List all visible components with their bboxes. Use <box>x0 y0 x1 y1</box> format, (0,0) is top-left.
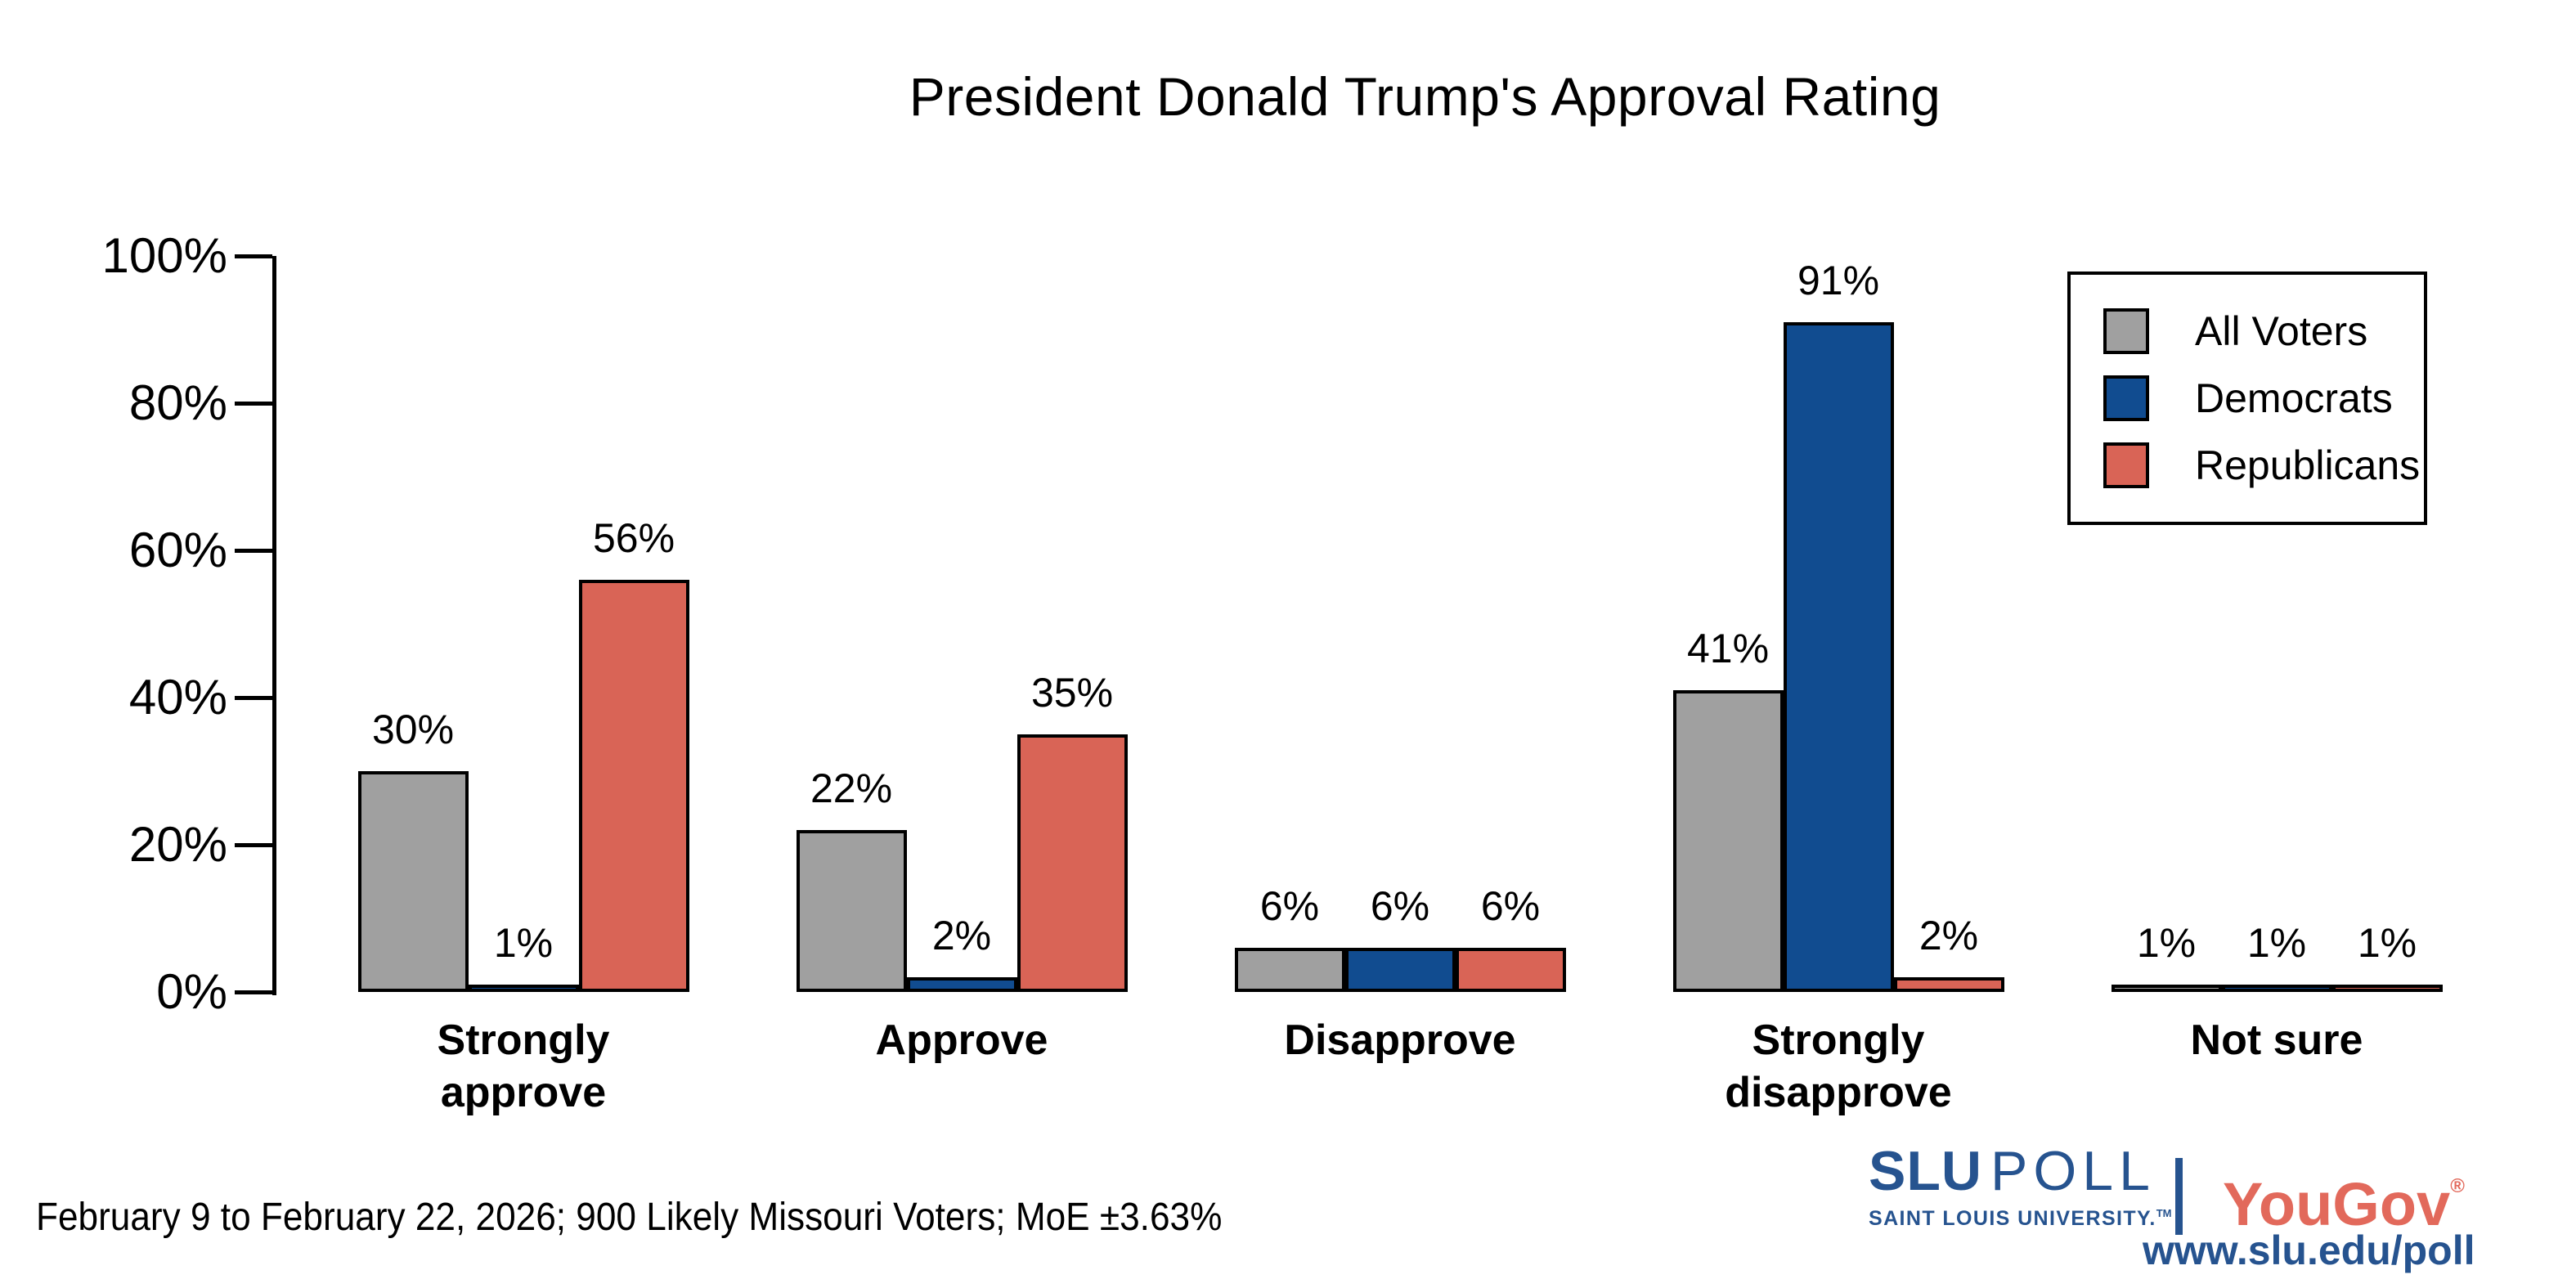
category-label: Strongly approve <box>437 1016 610 1116</box>
chart-title: President Donald Trump's Approval Rating <box>909 66 1941 127</box>
bar-value-label: 30% <box>371 707 455 752</box>
slu-university-label: SAINT LOUIS UNIVERSITY. <box>1869 1207 2156 1230</box>
y-tick <box>235 402 272 406</box>
slu-poll-logo: SLU POLL SAINT LOUIS UNIVERSITY.TM <box>1869 1143 2171 1231</box>
bar-value-label: 41% <box>1686 626 1770 671</box>
bar-value-label: 6% <box>1480 883 1541 929</box>
y-tick <box>235 696 272 700</box>
bar-all-voters <box>1672 690 1784 992</box>
bar-value-label: 35% <box>1030 670 1114 716</box>
y-tick <box>235 843 272 847</box>
y-tick <box>235 549 272 553</box>
slu-poll-wordmark: SLU POLL <box>1869 1143 2171 1199</box>
bar-democrats <box>468 985 579 992</box>
slu-poll-url: www.slu.edu/poll <box>2143 1227 2475 1273</box>
bar-democrats <box>1783 322 1894 992</box>
logo-divider <box>2175 1158 2183 1235</box>
y-tick <box>235 990 272 994</box>
y-tick-label: 80% <box>128 375 227 430</box>
bar-republicans <box>2331 985 2443 992</box>
legend: All Voters Democrats Republicans <box>2067 272 2427 525</box>
registered-symbol: ® <box>2450 1175 2465 1197</box>
y-tick-label: 20% <box>128 817 227 872</box>
legend-swatch-democrats <box>2103 375 2149 421</box>
legend-row: Democrats <box>2103 375 2424 422</box>
bar-democrats <box>906 977 1017 992</box>
yougov-logo: YouGov® <box>2223 1156 2465 1235</box>
legend-label: Democrats <box>2195 375 2393 421</box>
bar-value-label: 1% <box>2246 920 2307 966</box>
legend-row: Republicans <box>2103 442 2424 489</box>
category-label: Not sure <box>2190 1016 2363 1064</box>
bar-value-label: 1% <box>2357 920 2417 966</box>
y-tick-label: 40% <box>128 670 227 725</box>
bar-republicans <box>1016 734 1128 992</box>
bar-value-label: 56% <box>592 515 675 561</box>
bar-democrats <box>1344 948 1456 992</box>
slu-university-text: SAINT LOUIS UNIVERSITY.TM <box>1869 1207 2171 1231</box>
bar-all-voters <box>2111 985 2222 992</box>
bar-value-label: 2% <box>931 913 992 958</box>
legend-row: All Voters <box>2103 307 2424 355</box>
legend-swatch-all-voters <box>2103 308 2149 354</box>
legend-swatch-republicans <box>2103 442 2149 488</box>
bar-value-label: 1% <box>2136 920 2197 966</box>
bar-value-label: 6% <box>1259 883 1320 929</box>
bar-republicans <box>1893 977 2004 992</box>
bar-democrats <box>2221 985 2332 992</box>
bar-value-label: 6% <box>1370 883 1430 929</box>
legend-label: All Voters <box>2195 308 2368 354</box>
bar-republicans <box>1455 948 1566 992</box>
y-tick-label: 0% <box>156 964 227 1019</box>
category-label: Disapprove <box>1284 1016 1516 1064</box>
category-label: Approve <box>875 1016 1048 1064</box>
trademark-symbol: TM <box>2156 1207 2172 1219</box>
bar-value-label: 22% <box>810 765 893 811</box>
y-tick <box>235 254 272 258</box>
bar-all-voters <box>796 830 907 992</box>
bar-value-label: 1% <box>493 920 554 966</box>
y-tick-label: 100% <box>101 228 227 283</box>
y-tick-label: 60% <box>128 523 227 577</box>
bar-value-label: 2% <box>1919 913 1979 958</box>
poll-wordmark-text: POLL <box>1990 1140 2156 1202</box>
bar-value-label: 91% <box>1797 258 1880 303</box>
legend-label: Republicans <box>2195 442 2421 488</box>
slu-wordmark-text: SLU <box>1869 1140 1982 1202</box>
yougov-wordmark-text: YouGov <box>2223 1170 2451 1238</box>
bar-all-voters <box>1234 948 1345 992</box>
footnote: February 9 to February 22, 2026; 900 Lik… <box>36 1196 1223 1239</box>
category-label: Strongly disapprove <box>1725 1016 1952 1116</box>
y-axis-line <box>272 256 276 995</box>
bar-republicans <box>578 580 689 992</box>
bar-all-voters <box>357 771 469 992</box>
